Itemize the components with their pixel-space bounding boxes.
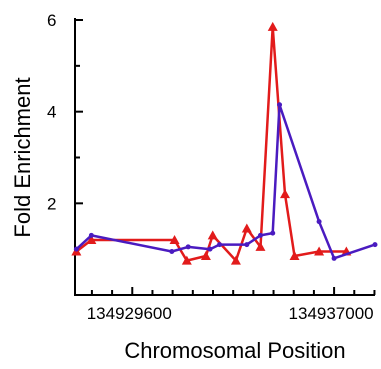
series-2	[73, 102, 378, 261]
ticks: 2 4 6 134929600 134937000	[47, 11, 376, 323]
data-point-dot	[257, 232, 263, 238]
series	[71, 21, 378, 265]
x-tick-label: 134937000	[289, 304, 374, 323]
y-tick-label: 4	[47, 103, 56, 122]
y-axis-label: Fold Enrichment	[10, 77, 35, 237]
y-tick-label: 6	[47, 11, 56, 30]
data-point-triangle	[289, 251, 300, 261]
data-point-triangle	[207, 230, 218, 240]
axes	[74, 18, 375, 296]
y-tick-label: 2	[47, 194, 56, 213]
data-point-dot	[244, 242, 250, 248]
series-line	[75, 103, 376, 260]
data-point-dot	[270, 230, 276, 236]
data-point-triangle	[86, 235, 97, 244]
data-point-triangle	[181, 255, 192, 265]
data-point-dot	[185, 244, 191, 250]
x-axis-label: Chromosomal Position	[124, 338, 345, 363]
data-point-triangle	[241, 223, 252, 233]
series-1	[71, 21, 352, 265]
data-point-triangle	[200, 251, 211, 261]
data-point-dot	[331, 255, 337, 261]
data-point-dot	[217, 242, 223, 248]
data-point-dot	[88, 232, 94, 238]
data-point-triangle	[280, 189, 290, 199]
data-point-dot	[207, 246, 213, 252]
data-point-triangle	[267, 21, 278, 31]
data-point-dot	[277, 102, 283, 108]
series-line	[75, 25, 347, 262]
data-point-dot	[372, 242, 378, 248]
data-point-triangle	[314, 246, 325, 256]
data-point-dot	[169, 248, 175, 254]
data-point-triangle	[230, 255, 241, 265]
data-point-triangle	[169, 235, 180, 244]
x-tick-label: 134929600	[87, 304, 172, 323]
data-point-triangle	[255, 241, 266, 251]
data-point-dot	[73, 246, 79, 252]
data-point-dot	[316, 219, 322, 225]
